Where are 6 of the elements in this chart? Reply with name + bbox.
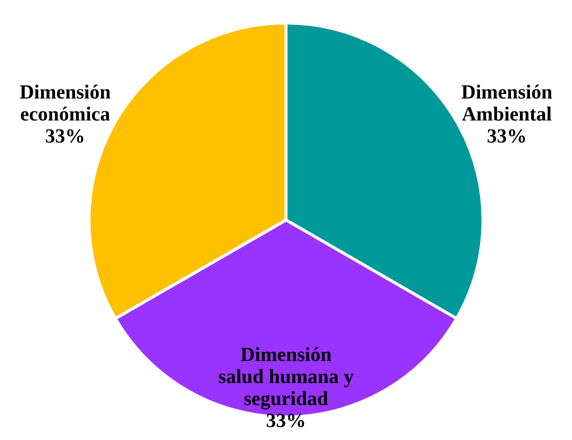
data-label: 33% (486, 126, 527, 148)
slice-label: Dimensión económica (20, 82, 111, 126)
slice-label: Dimensión salud humana y seguridad (218, 344, 354, 410)
data-label: 33% (45, 126, 86, 148)
data-label: 33% (266, 410, 306, 432)
slice-label: Dimensión Ambiental (461, 82, 552, 126)
